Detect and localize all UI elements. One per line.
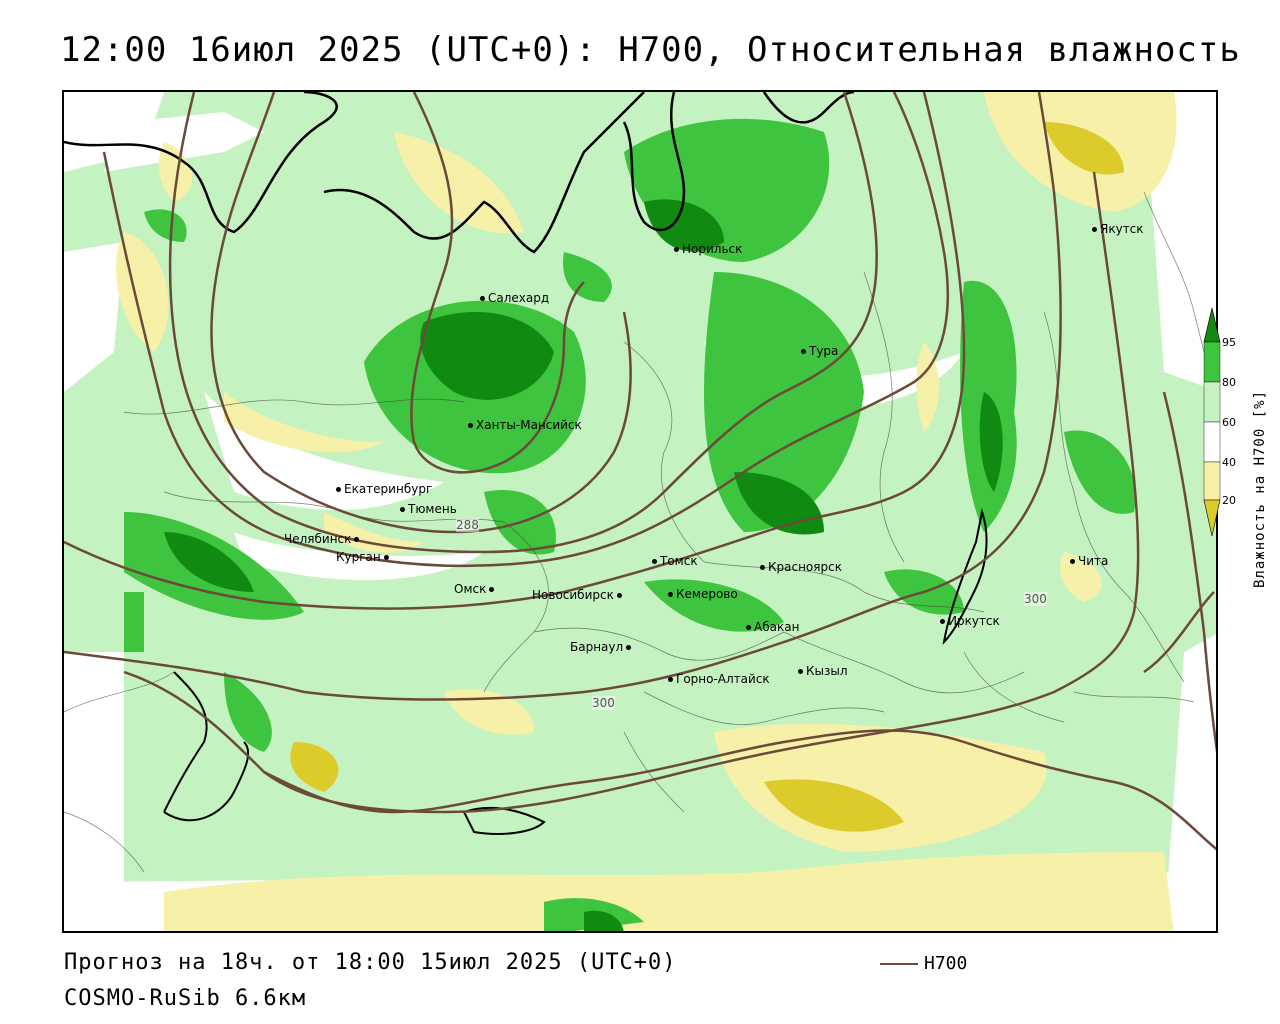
forecast-map: Якутск Норильск Салехард Тура Ханты-Манс… (62, 90, 1218, 933)
contour-label: 300 (1024, 592, 1047, 606)
city-label: Ханты-Мансийск (476, 418, 582, 432)
city-marker (760, 565, 765, 570)
colorbar-band-40-60 (1203, 421, 1221, 463)
colorbar-band-20-40 (1203, 461, 1221, 501)
city-tura: Тура (801, 344, 838, 358)
city-norilsk: Норильск (674, 242, 742, 256)
city-marker (674, 247, 679, 252)
city-label: Кызыл (806, 664, 848, 678)
city-marker (616, 593, 622, 598)
city-kemerovo: Кемерово (668, 587, 738, 601)
h700-line-swatch (880, 962, 918, 965)
city-gorno-altaysk: Горно-Алтайск (668, 672, 770, 686)
city-label: Омск (454, 582, 487, 596)
colorbar-tick: 40 (1222, 456, 1236, 469)
colorbar-tick: 95 (1222, 336, 1236, 349)
colorbar-title: Влажность на H700 [%] (1252, 389, 1268, 588)
city-chita: Чита (1070, 554, 1108, 568)
colorbar-tick: 20 (1222, 494, 1236, 507)
city-marker (668, 677, 673, 682)
city-label: Салехард (488, 291, 550, 305)
colorbar-band-60-80 (1203, 381, 1221, 423)
h700-legend: H700 (880, 953, 967, 974)
colorbar-top-arrow (1203, 307, 1221, 343)
city-label: Екатеринбург (344, 482, 433, 496)
colorbar-band-80-95 (1203, 341, 1221, 383)
city-abakan: Абакан (746, 620, 799, 634)
colorbar-bottom-arrow (1203, 499, 1221, 537)
city-label: Челябинск (284, 532, 352, 546)
city-label: Томск (660, 554, 698, 568)
city-marker (801, 349, 806, 354)
city-omsk: Омск (454, 582, 497, 596)
contour-label: 288 (456, 518, 479, 532)
city-marker (480, 296, 485, 301)
city-khanty-mansiysk: Ханты-Мансийск (468, 418, 582, 432)
city-label: Кемерово (676, 587, 738, 601)
city-marker (1070, 559, 1075, 564)
city-novosibirsk: Новосибирск (532, 588, 625, 602)
colorbar-tick: 80 (1222, 376, 1236, 389)
city-label: Новосибирск (532, 588, 614, 602)
city-ekaterinburg: Екатеринбург (336, 482, 432, 496)
city-label: Тура (809, 344, 839, 358)
city-label: Норильск (682, 242, 743, 256)
city-marker (940, 619, 945, 624)
city-krasnoyarsk: Красноярск (760, 560, 842, 574)
city-barnaul: Барнаул (570, 640, 634, 654)
humidity-colorbar: 95 80 60 40 20 (1203, 307, 1236, 537)
city-marker (1092, 227, 1097, 232)
city-chelyabinsk: Челябинск (284, 532, 362, 546)
city-marker (626, 645, 632, 650)
city-label: Тюмень (408, 502, 457, 516)
city-marker (468, 423, 473, 428)
city-label: Иркутск (948, 614, 1000, 628)
city-marker (746, 625, 751, 630)
city-yakutsk: Якутск (1092, 222, 1144, 236)
city-marker (383, 555, 389, 560)
city-kyzyl: Кызыл (798, 664, 848, 678)
city-tomsk: Томск (652, 554, 698, 568)
contour-label: 300 (592, 696, 615, 710)
city-irkutsk: Иркутск (940, 614, 1000, 628)
city-label: Горно-Алтайск (676, 672, 770, 686)
city-marker (489, 587, 495, 592)
city-label: Якутск (1100, 222, 1144, 236)
city-marker (336, 487, 341, 492)
city-label: Абакан (754, 620, 800, 634)
forecast-info: Прогноз на 18ч. от 18:00 15июл 2025 (UTC… (64, 950, 677, 975)
city-marker (798, 669, 803, 674)
city-label: Красноярск (768, 560, 842, 574)
city-marker (400, 507, 405, 512)
colorbar-tick: 60 (1222, 416, 1236, 429)
city-label: Чита (1078, 554, 1109, 568)
h700-legend-label: H700 (924, 953, 968, 974)
city-marker (354, 537, 360, 542)
city-marker (668, 592, 673, 597)
humidity-field (64, 92, 1216, 931)
city-label: Барнаул (570, 640, 624, 654)
city-salekhard: Салехард (480, 291, 549, 305)
city-kurgan: Курган (336, 550, 392, 564)
city-label: Курган (336, 550, 381, 564)
model-name: COSMO-RuSib 6.6км (64, 986, 307, 1011)
city-tyumen: Тюмень (400, 502, 457, 516)
city-marker (652, 559, 657, 564)
map-title: 12:00 16июл 2025 (UTC+0): H700, Относите… (60, 30, 1241, 70)
